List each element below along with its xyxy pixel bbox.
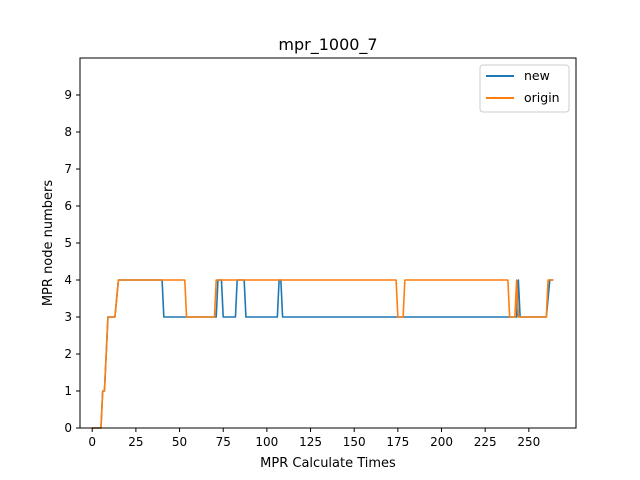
x-tick-label: 75 bbox=[216, 435, 231, 449]
series-line-origin bbox=[92, 279, 554, 429]
x-tick-label: 50 bbox=[172, 435, 187, 449]
y-tick-label: 3 bbox=[64, 310, 72, 324]
x-tick-label: 225 bbox=[474, 435, 497, 449]
y-tick-label: 5 bbox=[64, 236, 72, 250]
y-tick-label: 0 bbox=[64, 421, 72, 435]
y-tick-label: 9 bbox=[64, 88, 72, 102]
y-axis-label: MPR node numbers bbox=[41, 180, 56, 307]
y-tick-label: 7 bbox=[64, 162, 72, 176]
y-tick-label: 4 bbox=[64, 273, 72, 287]
x-tick-label: 175 bbox=[386, 435, 409, 449]
x-axis-ticks: 0 25 50 75 100 125 150 175 200 225 250 bbox=[88, 428, 540, 449]
y-axis-ticks: 0 1 2 3 4 5 6 7 8 9 bbox=[64, 88, 80, 435]
y-tick-label: 2 bbox=[64, 347, 72, 361]
x-tick-label: 200 bbox=[430, 435, 453, 449]
legend-label-new: new bbox=[524, 68, 550, 83]
x-tick-label: 250 bbox=[517, 435, 540, 449]
series-lines bbox=[92, 279, 554, 429]
y-tick-label: 8 bbox=[64, 125, 72, 139]
y-tick-label: 1 bbox=[64, 384, 72, 398]
x-tick-label: 25 bbox=[128, 435, 143, 449]
x-tick-label: 125 bbox=[299, 435, 322, 449]
legend: new origin bbox=[479, 64, 570, 113]
x-tick-label: 100 bbox=[255, 435, 278, 449]
y-tick-label: 6 bbox=[64, 199, 72, 213]
x-tick-label: 150 bbox=[343, 435, 366, 449]
x-tick-label: 0 bbox=[88, 435, 96, 449]
chart-title: mpr_1000_7 bbox=[278, 35, 377, 55]
legend-label-origin: origin bbox=[524, 90, 560, 105]
x-axis-label: MPR Calculate Times bbox=[260, 456, 396, 471]
